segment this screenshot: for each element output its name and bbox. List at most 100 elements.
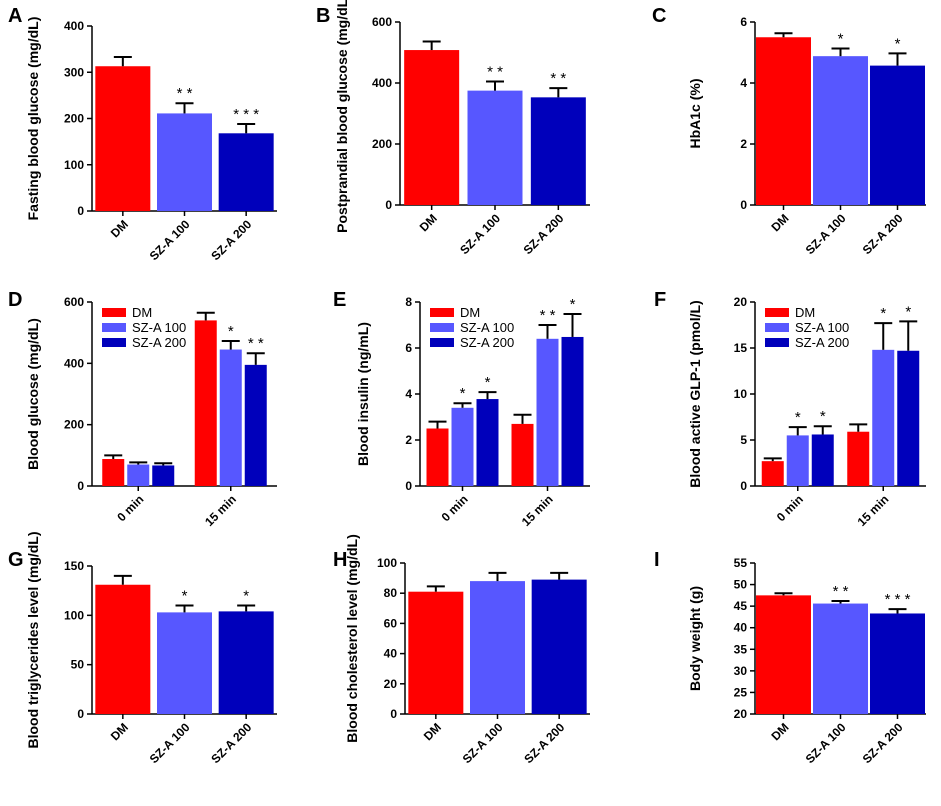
panel-letter: C — [652, 5, 666, 27]
y-tick-label: 20 — [384, 677, 398, 691]
y-tick-label: 55 — [734, 556, 748, 570]
x-tick-label: SZ-A 200 — [208, 720, 254, 766]
legend-label: DM — [132, 305, 152, 320]
bar-1-significance: * — [182, 587, 188, 604]
bar-sz-a-100-0 — [451, 407, 474, 486]
bar-0-2-significance: * — [485, 374, 491, 391]
bar-1-significance: * * — [177, 85, 193, 102]
legend-swatch — [430, 338, 454, 347]
bar-sz-a-200-1 — [561, 336, 584, 486]
y-tick-label: 100 — [64, 608, 84, 622]
bar-dm — [756, 37, 811, 205]
bar-dm-0 — [426, 428, 449, 486]
bar-sz-a-200 — [870, 613, 925, 714]
y-axis-label: HbA1c (%) — [687, 78, 703, 148]
legend-label: SZ-A 100 — [132, 320, 186, 335]
panel-letter: F — [654, 289, 666, 311]
y-tick-label: 10 — [734, 387, 748, 401]
y-tick-label: 15 — [734, 341, 748, 355]
y-tick-label: 600 — [372, 15, 392, 29]
y-tick-label: 60 — [384, 616, 398, 630]
legend-swatch — [102, 323, 126, 332]
bar-sz-a-200-1 — [897, 350, 920, 486]
y-tick-label: 0 — [385, 198, 392, 212]
x-tick-label: SZ-A 200 — [208, 217, 254, 263]
bar-sz-a-100 — [157, 113, 212, 211]
bar-sz-a-100-1 — [872, 349, 895, 486]
x-tick-label: SZ-A 200 — [521, 211, 567, 257]
bar-sz-a-200 — [218, 133, 274, 211]
legend-label: SZ-A 100 — [795, 320, 849, 335]
y-tick-label: 80 — [384, 586, 398, 600]
y-tick-label: 300 — [64, 65, 84, 79]
bar-dm-0 — [761, 461, 784, 486]
bar-sz-a-200-0 — [152, 465, 175, 486]
y-tick-label: 150 — [64, 559, 84, 573]
x-tick-label: SZ-A 200 — [860, 211, 906, 257]
x-tick-label: SZ-A 100 — [457, 211, 503, 257]
y-axis-label: Body weight (g) — [687, 586, 703, 691]
x-tick-label: 15 min — [855, 492, 892, 529]
bar-2-significance: * * — [550, 70, 566, 87]
x-tick-label: 0 min — [114, 492, 146, 524]
legend-swatch — [102, 338, 126, 347]
x-tick-label: DM — [417, 211, 440, 234]
panel-g: G Blood triglycerides level (mg/dL) 0 50 100… — [8, 531, 277, 766]
panel-letter: D — [8, 289, 22, 311]
legend-swatch — [765, 323, 789, 332]
y-tick-label: 4 — [740, 76, 747, 90]
bar-sz-a-200 — [531, 579, 587, 714]
legend-swatch — [765, 338, 789, 347]
panel-letter: E — [333, 289, 346, 311]
x-tick-label: SZ-A 100 — [803, 211, 849, 257]
x-tick-label: 0 min — [774, 492, 806, 524]
bar-sz-a-100-0 — [786, 435, 809, 486]
y-tick-label: 40 — [384, 647, 398, 661]
y-tick-label: 0 — [77, 479, 84, 493]
panel-b: B Postprandial blood glucose (mg/dL) 0 200 4… — [316, 0, 590, 257]
bar-dm — [95, 66, 151, 211]
y-tick-label: 50 — [71, 658, 85, 672]
y-axis-label: Fasting blood glucose (mg/dL) — [25, 17, 41, 221]
y-tick-label: 20 — [734, 707, 748, 721]
y-tick-label: 400 — [64, 356, 84, 370]
y-tick-label: 2 — [405, 433, 412, 447]
x-tick-label: 15 min — [519, 492, 556, 529]
y-tick-label: 30 — [734, 664, 748, 678]
x-tick-label: 15 min — [202, 492, 239, 529]
y-tick-label: 200 — [64, 112, 84, 126]
legend-swatch — [765, 308, 789, 317]
x-tick-label: SZ-A 100 — [147, 217, 193, 263]
y-axis-label: Postprandial blood glucose (mg/dL) — [334, 0, 350, 233]
x-tick-label: DM — [769, 720, 792, 743]
panel-e: E Blood insulin (ng/mL) 0 2 4 6 8 * * 0 min * * * 15… — [333, 289, 590, 529]
y-tick-label: 45 — [734, 599, 748, 613]
y-tick-label: 40 — [734, 621, 748, 635]
bar-2-significance: * * * — [233, 106, 259, 123]
y-axis-label: Blood active GLP-1 (pmol/L) — [687, 300, 703, 487]
legend-label: SZ-A 200 — [460, 335, 514, 350]
y-axis-label: Blood insulin (ng/mL) — [355, 322, 371, 466]
bar-1-2-significance: * — [570, 296, 576, 313]
legend-swatch — [430, 323, 454, 332]
y-tick-label: 50 — [734, 578, 748, 592]
x-tick-label: SZ-A 100 — [147, 720, 193, 766]
y-tick-label: 200 — [64, 418, 84, 432]
y-tick-label: 100 — [64, 158, 84, 172]
y-tick-label: 0 — [740, 198, 747, 212]
bar-0-2-significance: * — [820, 408, 826, 425]
bar-sz-a-100 — [813, 56, 868, 205]
y-tick-label: 4 — [405, 387, 412, 401]
x-tick-label: SZ-A 200 — [521, 720, 567, 766]
legend-label: DM — [460, 305, 480, 320]
y-tick-label: 6 — [740, 15, 747, 29]
y-axis-label: Blood triglycerides level (mg/dL) — [25, 531, 41, 748]
bar-1-significance: * * — [487, 63, 503, 80]
bar-dm-1 — [194, 320, 217, 486]
y-tick-label: 600 — [64, 295, 84, 309]
